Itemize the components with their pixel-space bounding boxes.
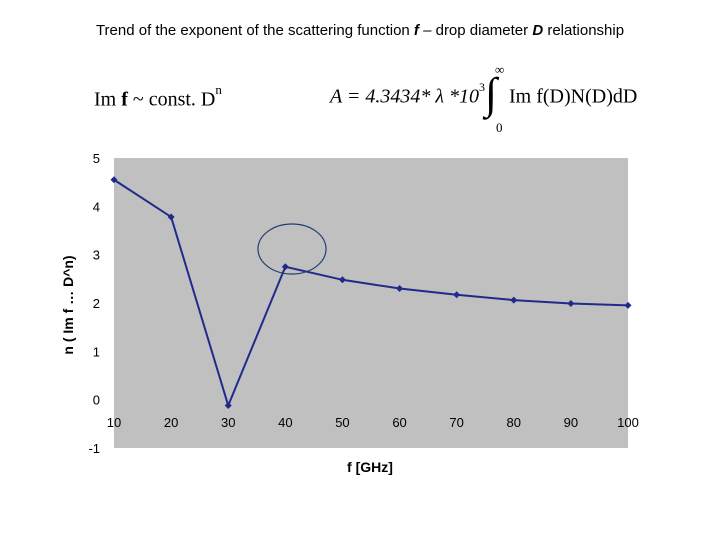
y-tick-label: 1 (93, 344, 100, 359)
x-tick-label: 70 (449, 415, 463, 430)
y-tick-label: 4 (93, 199, 100, 214)
x-tick-label: 100 (617, 415, 639, 430)
y-tick-label: 0 (93, 393, 100, 408)
y-tick-label: -1 (88, 441, 100, 456)
x-tick-label: 30 (221, 415, 235, 430)
data-point (110, 176, 118, 184)
y-axis-ticks: -1 0 1 2 3 4 5 (88, 151, 100, 456)
data-point (510, 296, 518, 304)
x-tick-label: 20 (164, 415, 178, 430)
data-point (396, 285, 404, 292)
y-tick-label: 3 (93, 248, 100, 263)
x-axis-ticks: 10 20 30 40 50 60 70 80 90 100 (107, 415, 639, 430)
x-tick-label: 90 (564, 415, 578, 430)
data-point (167, 213, 175, 221)
chart-title: Trend of the exponent of the scattering … (95, 22, 625, 39)
data-point (281, 263, 289, 271)
data-point (338, 276, 346, 284)
y-tick-label: 5 (93, 151, 100, 166)
highlight-circle (257, 223, 327, 275)
integral-upper-limit: ∞ (495, 62, 505, 77)
x-tick-label: 10 (107, 415, 121, 430)
x-tick-label: 40 (278, 415, 292, 430)
series-markers (110, 176, 632, 409)
x-tick-label: 60 (392, 415, 406, 430)
integral-lower-limit: 0 (496, 120, 503, 135)
y-tick-label: 2 (93, 296, 100, 311)
data-point (624, 301, 632, 309)
series-line (113, 178, 629, 409)
attenuation-formula: A = 4.3434* λ *103 Im f(D)N(D)dD (330, 80, 638, 108)
data-point (224, 401, 232, 409)
data-point (567, 299, 575, 307)
integral-sign: ∫ (485, 69, 498, 118)
plot-area (114, 158, 628, 448)
y-axis-label: n ( Im f … D^n) (60, 255, 76, 354)
x-tick-label: 50 (335, 415, 349, 430)
x-tick-label: 80 (507, 415, 521, 430)
data-point (453, 291, 461, 299)
x-axis-label: f [GHz] (347, 459, 393, 475)
proportionality-formula: Im f ~ const. Dn (94, 82, 222, 111)
